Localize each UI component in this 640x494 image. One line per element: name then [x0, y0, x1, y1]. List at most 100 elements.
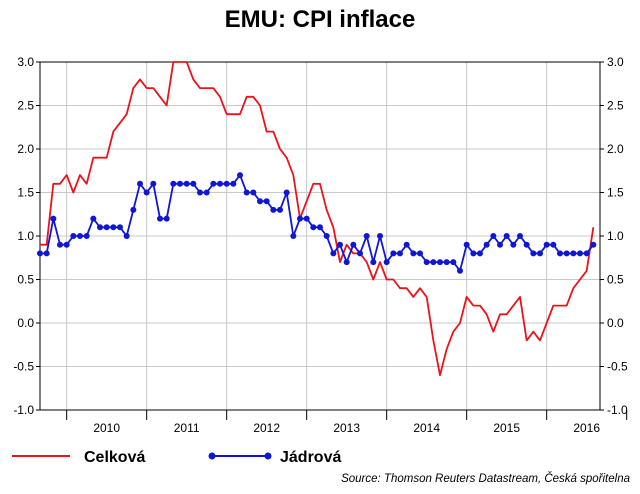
y-tick-label-left: -1.0 [13, 403, 34, 417]
y-tick-label-right: 0.5 [607, 273, 624, 287]
x-tick-label: 2010 [93, 421, 120, 435]
y-axis-left: 3.0 2.5 2.0 1.5 1.0 0.5 0.0 -0.5 -1.0 [13, 55, 40, 417]
data-point-jadrova [417, 250, 423, 257]
y-tick-label-right: 3.0 [607, 55, 624, 69]
data-point-jadrova [443, 259, 450, 266]
data-point-jadrova [197, 189, 203, 196]
data-point-jadrova [323, 233, 330, 239]
y-tick-label-right: 0.0 [607, 316, 624, 330]
data-point-jadrova [277, 206, 283, 213]
data-point-jadrova [510, 241, 517, 248]
data-point-jadrova [250, 189, 257, 196]
data-point-jadrova [477, 250, 483, 257]
y-tick-label-right: -0.5 [607, 360, 628, 374]
data-point-jadrova [230, 180, 237, 187]
data-point-jadrova [177, 180, 183, 187]
data-point-jadrova [430, 259, 437, 266]
data-point-jadrova [363, 233, 370, 239]
data-point-jadrova [217, 180, 223, 187]
data-point-jadrova [63, 241, 70, 248]
y-tick-label-right: 2.5 [607, 99, 624, 113]
data-point-jadrova [350, 241, 357, 248]
data-point-jadrova [77, 233, 83, 239]
y-tick-label-left: 1.0 [17, 229, 34, 243]
y-tick-label-left: 3.0 [17, 55, 34, 69]
x-tick-label: 2013 [333, 421, 360, 435]
data-point-jadrova [590, 241, 597, 248]
legend-marker-jadrova [208, 452, 216, 460]
data-point-jadrova [357, 250, 363, 257]
data-point-jadrova [503, 233, 510, 239]
y-tick-label-left: 2.5 [17, 99, 34, 113]
data-point-jadrova [563, 250, 570, 257]
data-point-jadrova [237, 172, 243, 179]
data-point-jadrova [423, 259, 430, 266]
data-point-jadrova [317, 224, 323, 231]
data-point-jadrova [117, 224, 123, 231]
data-point-jadrova [210, 180, 217, 187]
data-point-jadrova [263, 198, 270, 205]
legend-marker-jadrova [264, 452, 272, 460]
data-point-jadrova [570, 250, 577, 257]
data-point-jadrova [203, 189, 210, 196]
data-point-jadrova [170, 180, 177, 187]
data-point-jadrova [543, 241, 550, 248]
data-point-jadrova [410, 250, 417, 257]
data-point-jadrova [90, 215, 97, 222]
data-point-jadrova [283, 189, 290, 196]
data-point-jadrova [517, 233, 523, 239]
data-point-jadrova [97, 224, 103, 231]
data-point-jadrova [437, 259, 443, 266]
data-point-jadrova [183, 180, 190, 187]
data-point-jadrova [397, 250, 403, 257]
data-point-jadrova [343, 259, 350, 266]
legend-label-jadrova: Jádrová [280, 449, 341, 466]
data-point-jadrova [110, 224, 117, 231]
data-point-jadrova [43, 250, 50, 257]
data-point-jadrova [450, 259, 457, 266]
data-point-jadrova [330, 250, 337, 257]
data-point-jadrova [290, 233, 297, 239]
source-note: Source: Thomson Reuters Datastream, Česk… [341, 473, 630, 485]
data-point-jadrova [297, 215, 303, 222]
x-tick-label: 2016 [573, 421, 600, 435]
data-point-jadrova [123, 233, 130, 239]
data-point-jadrova [303, 215, 310, 222]
series-line-jadrova [40, 174, 595, 272]
x-tick-label: 2012 [253, 421, 280, 435]
data-point-jadrova [190, 180, 197, 187]
x-tick-label: 2014 [413, 421, 440, 435]
y-tick-label-right: -1.0 [607, 403, 628, 417]
data-point-jadrova [583, 250, 590, 257]
data-point-jadrova [537, 250, 543, 257]
data-point-jadrova [557, 250, 563, 257]
data-point-jadrova [70, 233, 77, 239]
x-tick-label: 2011 [174, 421, 200, 435]
data-point-jadrova [457, 267, 463, 274]
y-axis-right: 3.0 2.5 2.0 1.5 1.0 0.5 0.0 -0.5 -1.0 [600, 55, 628, 417]
data-point-jadrova [143, 189, 150, 196]
y-tick-label-left: 0.5 [17, 273, 34, 287]
data-point-jadrova [390, 250, 397, 257]
data-point-jadrova [257, 198, 263, 205]
data-point-jadrova [370, 259, 377, 266]
y-tick-label-left: 0.0 [17, 316, 34, 330]
data-point-jadrova [50, 215, 57, 222]
data-point-jadrova [83, 233, 90, 239]
data-point-jadrova [270, 206, 277, 213]
data-point-jadrova [137, 180, 143, 187]
data-point-jadrova [157, 215, 163, 222]
data-point-jadrova [377, 233, 383, 239]
data-point-jadrova [470, 250, 477, 257]
x-tick-label: 2015 [493, 421, 520, 435]
data-point-jadrova [57, 241, 63, 248]
y-tick-label-left: -0.5 [13, 360, 34, 374]
data-point-jadrova [550, 241, 557, 248]
y-tick-label-right: 1.5 [607, 186, 624, 200]
series-line-celkova [40, 61, 595, 377]
data-point-jadrova [163, 215, 170, 222]
data-point-jadrova [383, 259, 390, 266]
data-point-jadrova [523, 241, 530, 248]
data-point-jadrova [150, 180, 157, 187]
data-point-jadrova [577, 250, 583, 257]
